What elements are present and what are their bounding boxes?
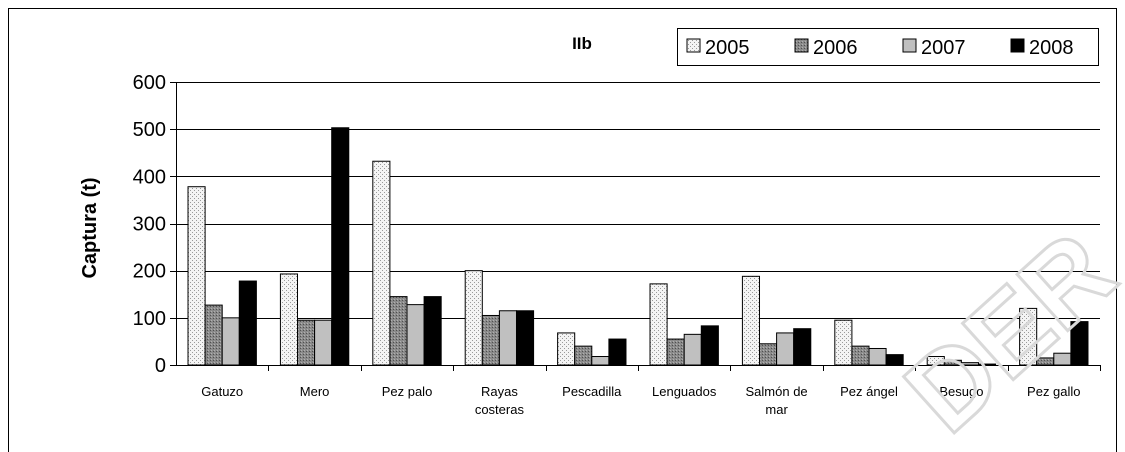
bar-2005 <box>741 275 761 366</box>
bar-2008 <box>238 280 257 366</box>
bar-2008 <box>793 328 812 366</box>
gridlines <box>176 82 1100 319</box>
legend-swatch-2008 <box>1010 38 1025 53</box>
bar-2008 <box>608 338 627 366</box>
x-category-label: costeras <box>475 402 525 417</box>
x-category-label: Gatuzo <box>201 384 243 399</box>
bar-2007 <box>776 332 795 366</box>
x-category-label: Besugo <box>939 384 983 399</box>
x-category-label: Pez gallo <box>1027 384 1080 399</box>
y-axis-ticks: 0 100 200 300 400 500 600 <box>133 72 176 377</box>
x-category-label: Salmón de <box>746 384 808 399</box>
bar-2005 <box>372 160 391 366</box>
legend-label: 2005 <box>705 37 750 59</box>
legend-swatch-2007 <box>902 38 917 53</box>
bar-2007 <box>314 319 333 366</box>
x-category-label: Pescadilla <box>562 384 622 399</box>
y-tick-label: 0 <box>155 355 166 377</box>
bar-2007 <box>406 304 425 366</box>
y-tick-label: 100 <box>133 308 166 330</box>
bar-2006 <box>574 345 593 366</box>
bar-2006 <box>204 304 223 366</box>
bar-2006 <box>759 343 778 366</box>
bar-2006 <box>297 319 316 366</box>
bar-2005 <box>279 273 299 366</box>
watermark: DER <box>882 209 1125 452</box>
y-tick-label: 400 <box>133 166 166 188</box>
bar-2008 <box>515 310 535 366</box>
x-category-label: Pez ángel <box>840 384 898 399</box>
y-tick-label: 300 <box>133 214 166 236</box>
bar-2008 <box>331 127 350 366</box>
axes <box>176 82 1101 371</box>
bar-2005 <box>834 319 853 366</box>
chart-border <box>8 8 1117 452</box>
bar-2007 <box>683 333 702 366</box>
bar-2005 <box>557 332 576 366</box>
legend-swatch-2005 <box>686 38 701 53</box>
y-tick-label: 500 <box>133 119 166 141</box>
legend-swatch-2006 <box>794 38 809 53</box>
legend-box <box>677 28 1099 66</box>
bar-2008 <box>423 296 442 366</box>
x-category-label: Mero <box>300 384 330 399</box>
bar-2006 <box>481 314 500 366</box>
x-category-label: mar <box>765 402 788 417</box>
legend-label: 2006 <box>813 37 858 59</box>
bar-2006 <box>389 296 408 366</box>
bar-2007 <box>591 356 610 366</box>
bar-2008 <box>700 325 719 366</box>
y-tick-label: 600 <box>133 72 166 94</box>
bar-2006 <box>666 338 685 366</box>
bar-2005 <box>187 186 206 366</box>
legend: 2005 2006 2007 2008 <box>677 28 1099 66</box>
bar-2007 <box>221 317 240 366</box>
x-category-label: Pez palo <box>382 384 433 399</box>
bar-2006 <box>851 345 870 366</box>
y-axis-label: Captura (t) <box>79 177 101 278</box>
legend-label: 2007 <box>921 37 966 59</box>
legend-label: 2008 <box>1029 37 1074 59</box>
x-axis-categories: Gatuzo Mero Pez palo Rayas costeras Pescadill… <box>201 384 1080 417</box>
bar-2007 <box>498 310 517 366</box>
bar-2005 <box>649 283 668 366</box>
y-tick-label: 200 <box>133 261 166 283</box>
bar-2005 <box>464 270 483 366</box>
chart-title: IIb <box>572 34 592 53</box>
x-category-label: Rayas <box>481 384 518 399</box>
x-category-label: Lenguados <box>652 384 717 399</box>
